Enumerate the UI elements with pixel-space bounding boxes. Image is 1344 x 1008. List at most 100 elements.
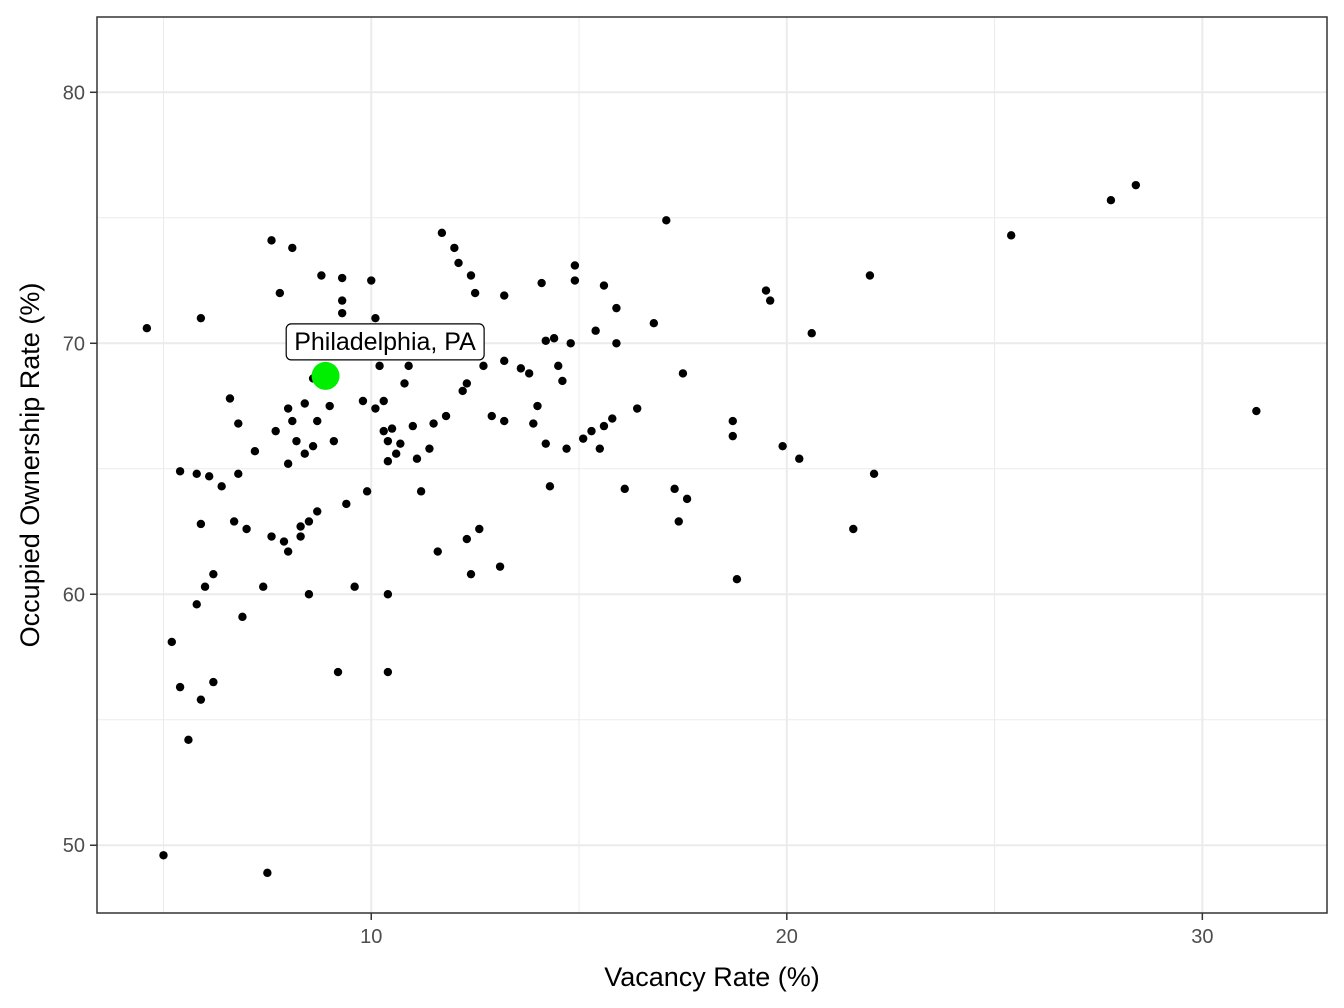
data-point (670, 484, 679, 494)
data-point (533, 401, 542, 411)
data-point (387, 424, 397, 433)
data-point (196, 519, 206, 529)
data-point (454, 258, 463, 268)
x-axis-title: Vacancy Rate (%) (604, 962, 820, 992)
data-point (674, 517, 683, 526)
data-point (275, 288, 285, 298)
data-point (495, 562, 505, 571)
data-point (529, 419, 538, 428)
data-point (238, 612, 247, 622)
data-point (595, 444, 605, 453)
data-point (587, 426, 596, 436)
data-point (362, 487, 372, 496)
data-point (396, 439, 405, 448)
data-point (869, 469, 879, 478)
data-point (192, 469, 201, 478)
data-point (500, 291, 509, 300)
data-point (865, 271, 875, 280)
data-point (308, 441, 318, 451)
data-point (304, 517, 314, 526)
x-tick-label: 30 (1191, 926, 1213, 948)
data-point (765, 296, 775, 305)
data-point (682, 494, 692, 504)
data-point (358, 396, 368, 406)
data-point (288, 416, 297, 426)
data-point (599, 281, 609, 290)
data-point (259, 582, 268, 591)
data-point (383, 667, 393, 677)
data-point (271, 426, 280, 436)
data-point (184, 735, 193, 745)
data-point (416, 487, 426, 496)
data-point (383, 590, 393, 599)
data-point (313, 416, 322, 426)
data-point (304, 590, 314, 599)
data-point (283, 459, 293, 468)
data-point (1252, 406, 1261, 416)
data-point (620, 484, 629, 494)
data-point (279, 537, 289, 546)
data-point (649, 318, 659, 328)
data-point (566, 339, 575, 348)
data-point (175, 467, 185, 476)
data-point (662, 216, 671, 225)
data-point (425, 444, 434, 453)
data-point (558, 376, 567, 386)
data-point (209, 569, 218, 579)
data-point (192, 600, 201, 609)
data-point (728, 416, 737, 426)
data-point (466, 271, 476, 280)
data-point (379, 396, 388, 406)
data-point (267, 236, 276, 245)
data-point (1131, 180, 1141, 190)
data-point (267, 532, 276, 541)
data-point (1106, 196, 1116, 205)
data-point (367, 276, 376, 285)
y-tick-label: 50 (63, 835, 85, 857)
data-point (678, 369, 688, 378)
data-point (541, 439, 550, 448)
data-point (778, 441, 787, 451)
data-point (337, 296, 347, 305)
data-points (142, 180, 1261, 878)
data-point (313, 507, 322, 516)
plot-border (96, 16, 1328, 914)
data-point (300, 449, 309, 458)
data-point (217, 482, 226, 491)
data-point (612, 303, 621, 313)
annotation-box (285, 323, 485, 361)
y-tick-label: 80 (63, 82, 85, 104)
data-point (450, 243, 459, 253)
data-point (849, 524, 858, 534)
data-point (159, 851, 168, 860)
data-point (391, 449, 401, 458)
data-point (337, 308, 347, 318)
data-point (317, 271, 326, 280)
data-point (433, 547, 442, 556)
data-point (229, 517, 239, 526)
data-point (728, 431, 737, 441)
data-point (296, 532, 305, 541)
data-point (612, 339, 621, 348)
data-point (1006, 231, 1016, 240)
data-point (475, 524, 484, 534)
data-point (325, 401, 334, 411)
data-point (200, 582, 210, 591)
highlight-point (311, 361, 340, 390)
data-point (795, 454, 804, 463)
data-point (541, 336, 550, 345)
data-point (283, 404, 293, 413)
data-point (196, 695, 206, 704)
data-point (296, 522, 305, 531)
data-point (599, 421, 609, 431)
data-point (500, 356, 509, 366)
y-tick-label: 70 (63, 333, 85, 355)
data-point (175, 682, 185, 692)
x-tick-label: 20 (776, 926, 798, 948)
annotation-label: Philadelphia, PA (294, 328, 476, 356)
data-point (479, 361, 488, 371)
data-point (337, 273, 347, 283)
data-point (167, 637, 176, 647)
minor-gridlines (97, 17, 1327, 913)
